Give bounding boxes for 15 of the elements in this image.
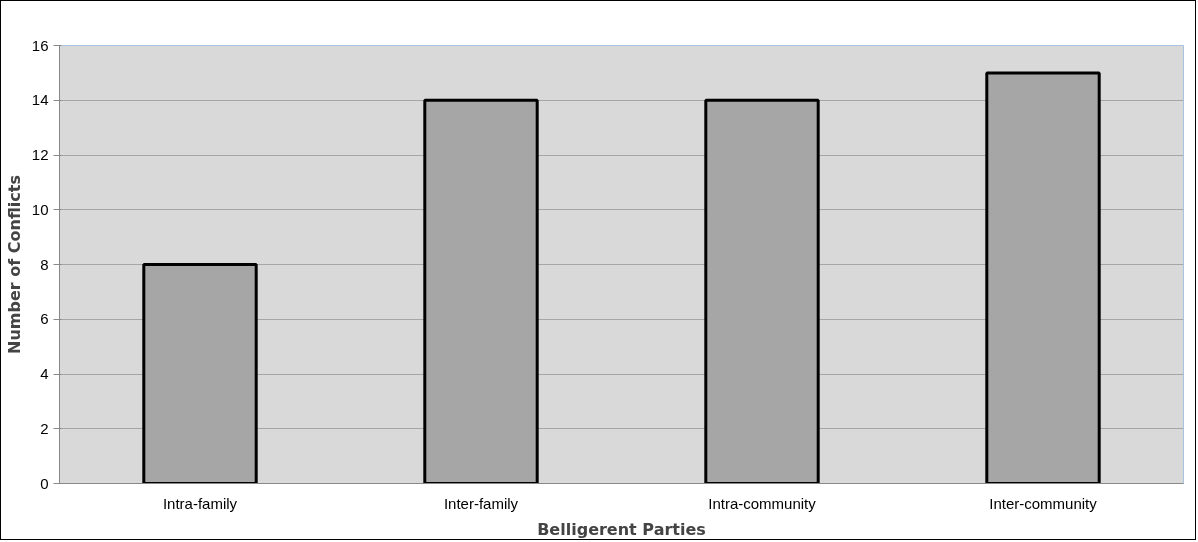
y-tick-label: 10 — [31, 200, 49, 218]
x-tick-label: Inter-family — [443, 494, 519, 512]
y-tick-label: 14 — [31, 91, 49, 109]
y-tick-label: 6 — [40, 310, 49, 328]
x-tick-label: Intra-family — [162, 494, 238, 512]
y-axis-title: Number of Conflicts — [4, 175, 24, 354]
y-tick-label: 16 — [31, 36, 49, 54]
y-tick-label: 8 — [40, 255, 49, 273]
x-axis-title: Belligerent Parties — [537, 519, 706, 539]
x-tick-label: Inter-community — [989, 494, 1098, 512]
y-tick-label: 0 — [40, 474, 49, 492]
y-tick-label: 2 — [40, 419, 49, 437]
y-tick-label: 4 — [40, 365, 49, 382]
y-tick-label: 12 — [31, 146, 49, 163]
x-tick-label: Intra-community — [708, 494, 817, 512]
